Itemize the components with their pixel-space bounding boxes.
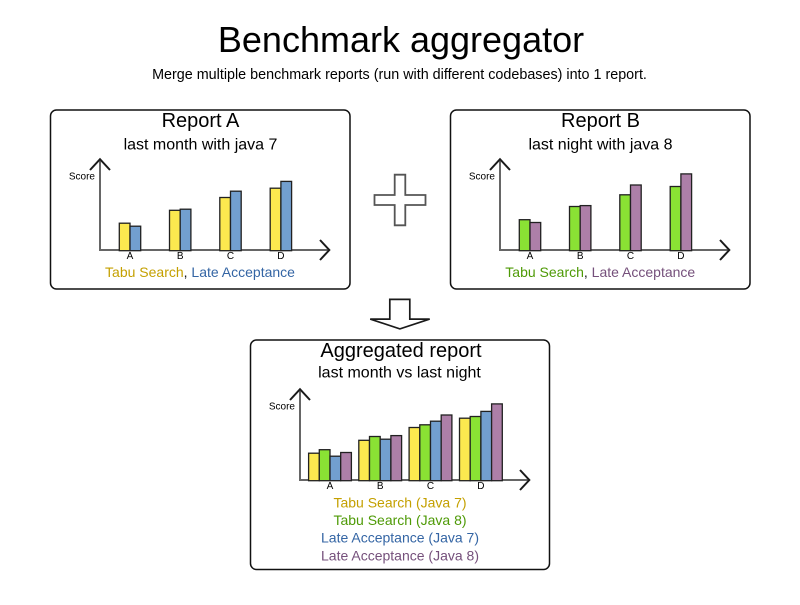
svg-text:Late Acceptance (Java 7): Late Acceptance (Java 7) (321, 530, 479, 546)
svg-text:Score: Score (69, 172, 96, 183)
svg-text:A: A (327, 481, 334, 492)
svg-text:Score: Score (469, 172, 496, 183)
svg-text:A: A (527, 251, 534, 262)
svg-text:last month with java 7: last month with java 7 (124, 137, 278, 154)
svg-text:Tabu Search (Java 8): Tabu Search (Java 8) (333, 512, 466, 528)
svg-text:Late Acceptance (Java 8): Late Acceptance (Java 8) (321, 547, 479, 563)
svg-text:Tabu Search, Late Acceptance: Tabu Search, Late Acceptance (105, 264, 295, 280)
svg-text:A: A (127, 251, 134, 262)
svg-text:Merge multiple benchmark repor: Merge multiple benchmark reports (run wi… (152, 67, 647, 83)
svg-text:C: C (227, 251, 234, 262)
svg-text:Report A: Report A (162, 110, 240, 132)
svg-text:D: D (477, 481, 484, 492)
svg-text:Report B: Report B (561, 110, 640, 132)
svg-text:B: B (377, 481, 384, 492)
svg-text:C: C (427, 481, 434, 492)
svg-text:C: C (627, 251, 634, 262)
svg-text:Tabu Search, Late Acceptance: Tabu Search, Late Acceptance (505, 264, 695, 280)
svg-text:B: B (577, 251, 584, 262)
svg-text:Tabu Search (Java 7): Tabu Search (Java 7) (333, 495, 466, 511)
svg-text:Aggregated report: Aggregated report (320, 340, 482, 362)
svg-text:D: D (677, 251, 684, 262)
svg-text:last night with java 8: last night with java 8 (528, 137, 672, 154)
svg-text:B: B (177, 251, 184, 262)
svg-text:last month vs last night: last month vs last night (318, 364, 481, 381)
svg-text:D: D (277, 251, 284, 262)
svg-text:Benchmark aggregator: Benchmark aggregator (218, 19, 584, 60)
svg-text:Score: Score (269, 402, 296, 413)
